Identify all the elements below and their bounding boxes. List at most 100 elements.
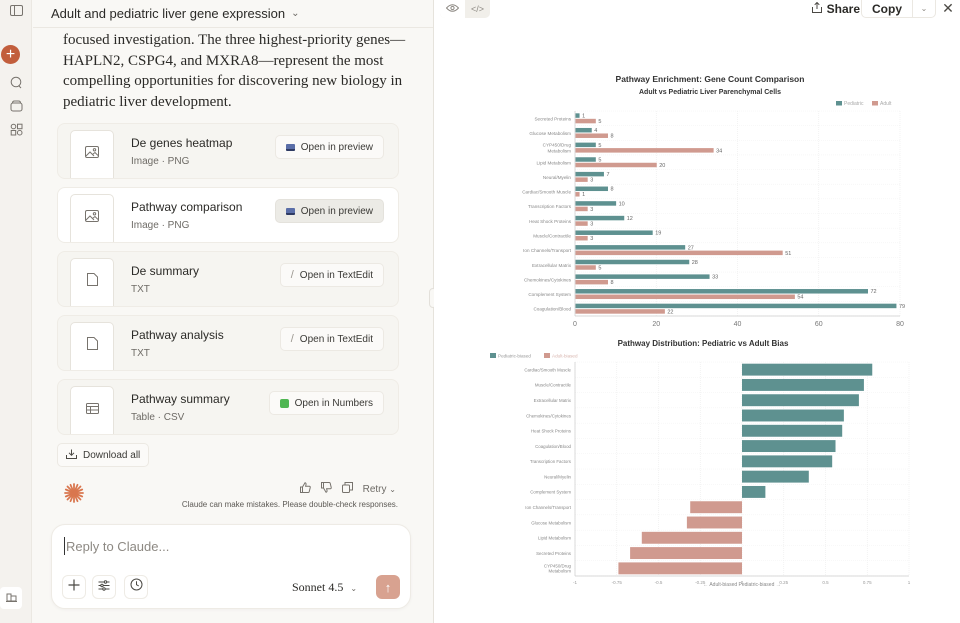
open-in-textedit-button[interactable]: / Open in TextEdit — [279, 327, 384, 351]
chart-title: Pathway Enrichment: Gene Count Compariso… — [616, 74, 805, 84]
y-tick-label: CYP450/Drug — [544, 564, 572, 569]
y-tick-label: Cardiac/Smooth Muscle — [522, 190, 571, 195]
y-tick-label: Secreted Proteins — [534, 116, 571, 121]
building-icon — [5, 589, 17, 607]
copy-message-button[interactable] — [341, 482, 353, 496]
data-label: 79 — [899, 304, 905, 310]
chart-title: Pathway Distribution: Pediatric vs Adult… — [618, 339, 789, 348]
x-tick-label: 40 — [734, 321, 742, 328]
bar-pediatric — [575, 127, 592, 133]
bar-adult — [575, 148, 714, 153]
legend-swatch — [544, 353, 550, 358]
panel-divider — [433, 0, 434, 623]
bar-pediatric — [575, 186, 608, 192]
bar-adult-biased — [690, 501, 742, 514]
copy-options-button[interactable]: ⌄ — [913, 0, 935, 17]
share-button[interactable]: Share — [811, 0, 860, 18]
conversation-title-button[interactable]: Adult and pediatric liver gene expressio… — [33, 0, 433, 28]
x-axis-label: ← Adult-biased Pediatric-biased → — [703, 582, 781, 588]
open-button-label: Open in TextEdit — [299, 333, 373, 345]
projects-button[interactable] — [0, 96, 32, 120]
y-tick-label: Metabolism — [549, 569, 572, 574]
chats-button[interactable] — [0, 73, 32, 97]
data-label: 22 — [667, 309, 673, 315]
data-label: 5 — [598, 265, 601, 271]
y-tick-label: Lipid Metabolism — [537, 160, 572, 165]
preview-tab[interactable] — [440, 0, 465, 18]
file-card[interactable]: De genes heatmap Image · PNG Open in pre… — [57, 123, 399, 179]
chart-subtitle: Adult vs Pediatric Liver Parenchymal Cel… — [639, 89, 781, 96]
legend-swatch — [836, 101, 842, 106]
chat-bubbles-icon — [10, 76, 23, 94]
bar-pediatric-biased — [742, 455, 833, 468]
new-chat-button[interactable]: + — [1, 45, 20, 64]
image-icon — [85, 145, 99, 163]
bar-adult — [575, 250, 783, 256]
bar-pediatric-biased — [742, 424, 843, 437]
open-in-textedit-button[interactable]: / Open in TextEdit — [279, 263, 384, 287]
model-selector[interactable]: Sonnet 4.5 ⌄ — [292, 580, 357, 595]
file-card[interactable]: Pathway summary Table · CSV Open in Numb… — [57, 379, 399, 435]
code-tab[interactable]: </> — [465, 0, 490, 18]
data-label: 1 — [582, 114, 585, 120]
bar-pediatric-biased — [742, 440, 836, 453]
bar-pediatric-biased — [742, 409, 844, 422]
x-tick-label: 0.25 — [779, 580, 788, 585]
model-label: Sonnet 4.5 — [292, 580, 344, 594]
x-tick-label: 0 — [573, 321, 577, 328]
y-tick-label: Cardiac/Smooth Muscle — [524, 367, 571, 372]
account-button[interactable] — [0, 587, 22, 609]
share-icon — [811, 1, 822, 16]
file-title: De genes heatmap — [131, 136, 233, 150]
toggle-sidebar-button[interactable] — [0, 0, 32, 24]
reply-input[interactable] — [64, 537, 384, 555]
numbers-app-icon — [279, 398, 289, 408]
tools-button[interactable] — [92, 575, 116, 599]
y-tick-label: Transcription Factors — [528, 204, 572, 209]
open-in-preview-button[interactable]: Open in preview — [274, 135, 384, 159]
bar-pediatric — [575, 113, 580, 118]
clock-icon — [130, 578, 143, 596]
plus-icon — [68, 578, 80, 596]
file-card[interactable]: Pathway comparison Image · PNG Open in p… — [57, 187, 399, 243]
open-in-numbers-button[interactable]: Open in Numbers — [268, 391, 384, 415]
file-type: TXT — [131, 348, 150, 359]
x-tick-label: -0.25 — [695, 580, 706, 585]
code-icon: </> — [470, 4, 484, 14]
history-button[interactable] — [124, 575, 148, 599]
data-label: 3 — [590, 236, 593, 242]
artifacts-button[interactable] — [0, 120, 32, 144]
artifact-panel: </> Share Copy ⌄ ✕ Pathway Enrichment: G… — [434, 0, 960, 623]
legend-label: Pediatric — [844, 101, 864, 107]
copy-button[interactable]: Copy — [862, 0, 913, 17]
sidebar-icon — [9, 3, 23, 21]
retry-button[interactable]: Retry ⌄ — [363, 484, 396, 495]
send-button[interactable]: ↑ — [376, 575, 400, 599]
bar-pediatric — [575, 215, 625, 221]
thumbs-down-button[interactable] — [320, 482, 332, 496]
preview-app-icon — [285, 143, 295, 151]
file-card[interactable]: Pathway analysis TXT / Open in TextEdit — [57, 315, 399, 371]
y-tick-label: Ion Channels/Transport — [525, 505, 571, 510]
shapes-grid-icon — [10, 123, 23, 141]
thumbs-up-button[interactable] — [299, 482, 311, 496]
bar-adult — [575, 294, 795, 300]
preview-app-icon — [285, 207, 295, 215]
file-thumbnail — [70, 322, 114, 370]
download-all-button[interactable]: Download all — [57, 443, 150, 467]
bar-pediatric — [575, 142, 596, 148]
open-in-preview-button[interactable]: Open in preview — [274, 199, 384, 223]
file-card[interactable]: De summary TXT / Open in TextEdit — [57, 251, 399, 307]
x-tick-label: 0 — [741, 580, 744, 585]
add-attachment-button[interactable] — [62, 575, 86, 599]
data-label: 3 — [590, 207, 593, 213]
y-tick-label: Glucose Metabolism — [531, 520, 571, 525]
y-tick-label: Secreted Proteins — [536, 551, 572, 556]
x-tick-label: 0.75 — [863, 580, 872, 585]
bar-pediatric — [575, 201, 617, 206]
data-label: 10 — [619, 201, 625, 207]
textedit-app-icon: / — [290, 333, 294, 345]
close-panel-button[interactable]: ✕ — [940, 0, 956, 16]
x-tick-label: -1 — [573, 580, 577, 585]
bar-adult — [575, 118, 596, 124]
